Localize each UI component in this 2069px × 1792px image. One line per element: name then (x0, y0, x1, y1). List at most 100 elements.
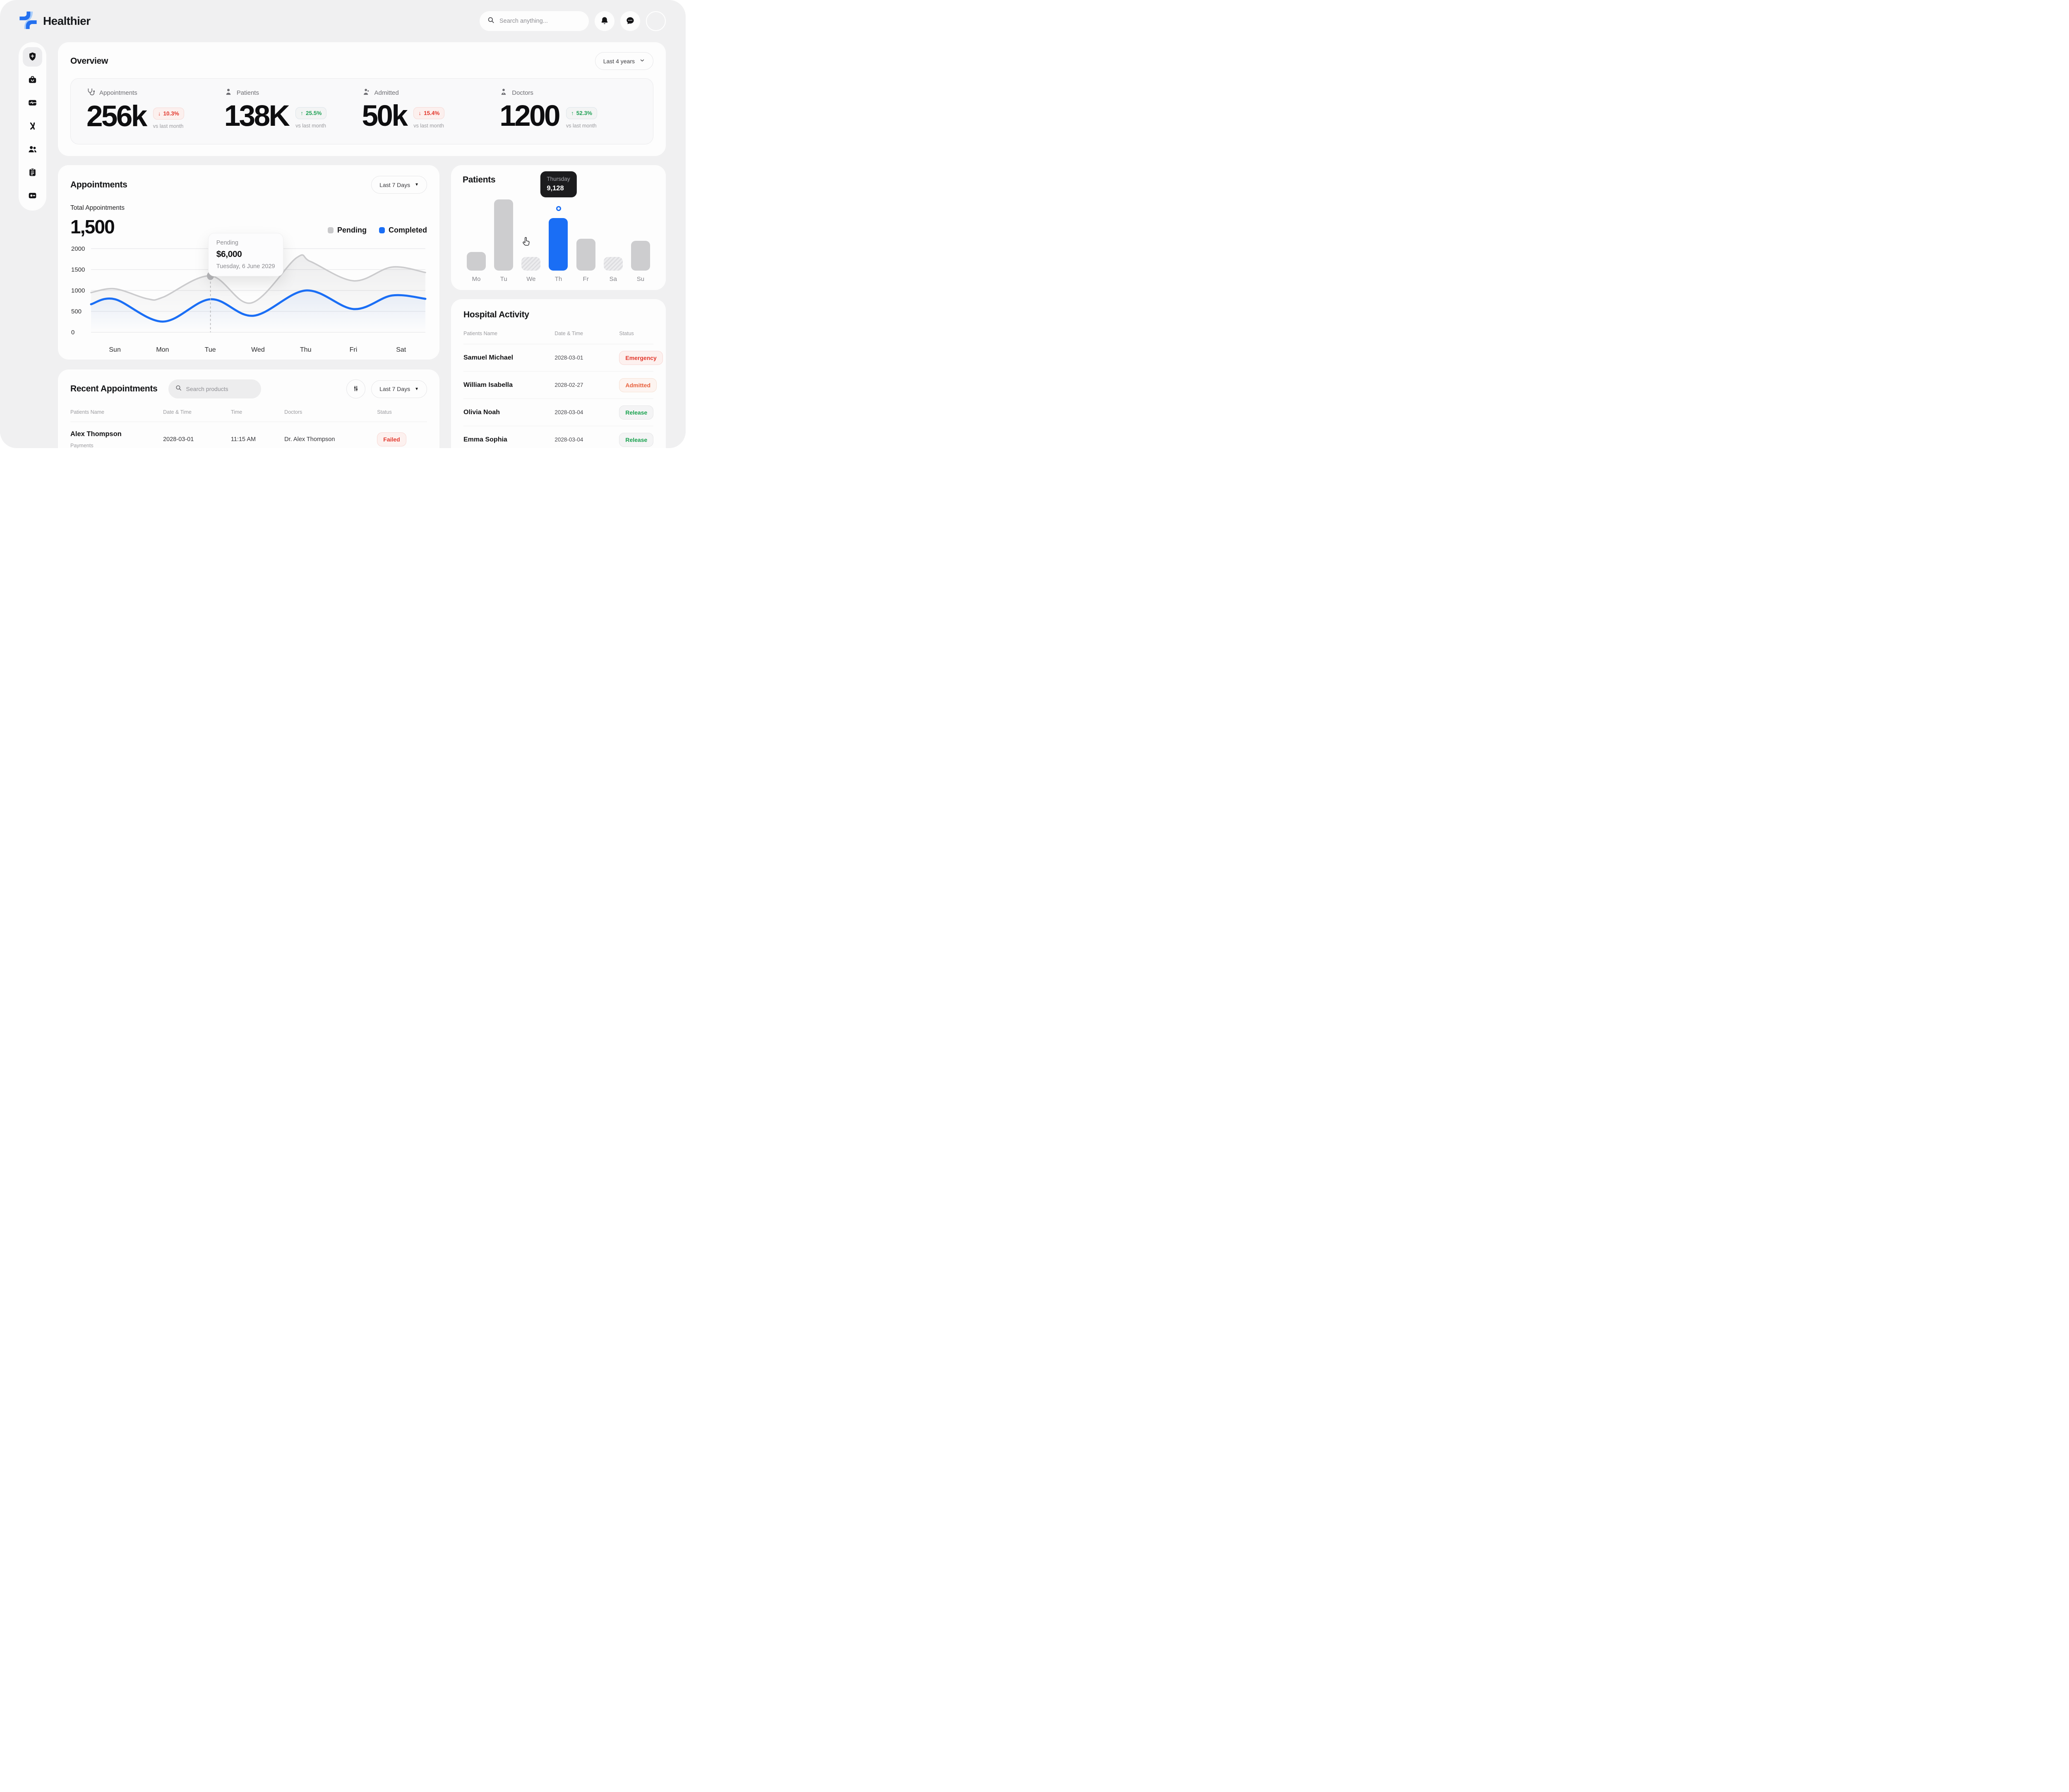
column-header: Patients Name (70, 409, 104, 415)
legend-label: Completed (388, 226, 427, 234)
x-axis-label: Wed (251, 346, 265, 353)
stat-card: Patients 138K ↑ 25.5% vs last month (224, 88, 362, 133)
bar-Sa[interactable] (603, 257, 623, 271)
stat-label: Doctors (512, 89, 533, 96)
filter-button[interactable] (346, 379, 366, 398)
user-avatar[interactable] (646, 11, 666, 31)
bar-label: Sa (609, 276, 617, 283)
bar-column: Mo (463, 196, 490, 283)
bar-label: Tu (500, 276, 507, 283)
bar-Mo[interactable] (467, 252, 486, 271)
table-row[interactable]: Alex Thompson Payments 2028-03-01 11:15 AM D… (70, 422, 427, 448)
total-appointments: Total Appointments 1,500 (70, 204, 125, 238)
column-header: Date & Time (163, 409, 192, 415)
legend-swatch (327, 227, 334, 233)
bar-column: Tu (490, 196, 517, 283)
sidebar-item-patients[interactable] (23, 140, 42, 159)
activity-table-header: Patients Name Date & Time Status (463, 331, 653, 344)
products-search-input[interactable] (186, 386, 254, 392)
shield-plus-icon (28, 52, 37, 62)
healthier-logo-icon (19, 11, 38, 32)
doctor-icon (499, 88, 508, 98)
stat-label: Patients (236, 89, 259, 96)
stat-card: Doctors 1200 ↑ 52.3% vs last month (499, 88, 637, 133)
table-row[interactable]: Olivia Noah 2028-03-04 Release (463, 399, 654, 426)
bar-column: Fr (572, 196, 600, 283)
appointments-range-dropdown[interactable]: Last 7 Days ▼ (371, 176, 427, 194)
sidebar-item-monitor-pulse[interactable] (23, 94, 42, 113)
recent-appointments-card: Recent Appointments (58, 369, 439, 448)
activity-table-body: Samuel Michael 2028-03-01 Emergency William… (463, 344, 663, 448)
bar-column: Th (545, 196, 572, 283)
stat-value: 1200 (499, 100, 560, 132)
messages-button[interactable] (620, 11, 640, 31)
stat-value: 256k (86, 100, 147, 133)
x-axis-label: Sun (109, 346, 121, 353)
search-input[interactable] (499, 18, 581, 24)
bar-Fr[interactable] (576, 239, 595, 271)
overview-range-dropdown[interactable]: Last 4 years (595, 52, 653, 70)
bar-tooltip-value: 9,128 (547, 185, 564, 192)
sidebar-item-billing[interactable] (23, 186, 42, 206)
clipboard-icon (28, 168, 37, 178)
doctor: Dr. Alex Thompson (284, 436, 335, 443)
legend-item: Pending (327, 226, 367, 235)
notifications-button[interactable] (595, 11, 614, 31)
tooltip-series: Pending (216, 240, 238, 246)
sidebar-item-ribbon[interactable] (23, 117, 42, 136)
stat-delta-badge: ↑ 52.3% (566, 107, 598, 119)
admitted-icon (362, 88, 370, 98)
bar-Tu[interactable] (494, 199, 514, 271)
stat-delta-badge: ↓ 15.4% (413, 107, 445, 119)
users-icon (28, 144, 37, 155)
bar-marker-ring (556, 206, 561, 211)
tooltip-date: Tuesday, 6 June 2029 (216, 263, 275, 270)
stat-delta-badge: ↓ 10.3% (153, 107, 184, 120)
bar-label: Th (554, 276, 562, 283)
date-time: 2028-03-04 (554, 437, 583, 443)
bar-label: Fr (583, 276, 589, 283)
bar-column: Su (627, 196, 654, 283)
legend-item: Completed (379, 226, 427, 235)
triangle-down-icon: ▼ (415, 386, 419, 391)
table-row[interactable]: Samuel Michael 2028-03-01 Emergency (463, 344, 663, 372)
sidebar-item-medical-kit[interactable] (23, 70, 42, 90)
svg-text:1500: 1500 (71, 266, 85, 273)
tooltip-value: $6,000 (216, 249, 242, 259)
patient-name: Emma Sophia (463, 436, 507, 443)
bar-Th[interactable] (549, 218, 568, 271)
appointments-title: Appointments (70, 180, 127, 190)
table-row[interactable]: William Isabella 2028-02-27 Admitted (463, 372, 657, 399)
global-search[interactable] (480, 11, 589, 31)
sidebar-item-records[interactable] (23, 163, 42, 182)
svg-text:0: 0 (71, 329, 74, 336)
svg-text:2000: 2000 (71, 245, 85, 252)
recent-appointments-title: Recent Appointments (70, 384, 158, 393)
bar-Su[interactable] (631, 241, 650, 271)
column-header: Doctors (284, 409, 302, 415)
bar-tooltip-label: Thursday (547, 176, 570, 182)
monitor-pulse-icon (28, 98, 37, 109)
hand-cursor-icon (521, 236, 532, 250)
triangle-down-icon: ▼ (415, 182, 419, 187)
chart-tooltip: Pending $6,000 Tuesday, 6 June 2029 (208, 233, 283, 276)
stat-card: Appointments 256k ↓ 10.3% vs last month (86, 88, 224, 133)
overview-title: Overview (70, 56, 108, 66)
status-badge: Admitted (619, 378, 657, 392)
status-badge: Failed (377, 432, 406, 446)
arrow-down-icon: ↓ (418, 110, 422, 116)
status-badge: Emergency (619, 350, 663, 365)
recent-range-dropdown[interactable]: Last 7 Days ▼ (371, 380, 427, 398)
stat-label: Admitted (374, 89, 399, 96)
bar-We[interactable] (521, 257, 541, 271)
table-row[interactable]: Emma Sophia 2028-03-04 Release (463, 426, 654, 448)
stat-label: Appointments (99, 89, 137, 96)
sidebar-item-home[interactable] (23, 47, 42, 67)
column-header: Time (230, 409, 242, 415)
sidebar (19, 42, 46, 211)
x-axis-label: Mon (156, 346, 169, 353)
bar-label: We (526, 276, 536, 283)
search-icon (487, 16, 495, 26)
products-search[interactable] (168, 379, 261, 398)
stethoscope-icon (86, 88, 95, 98)
